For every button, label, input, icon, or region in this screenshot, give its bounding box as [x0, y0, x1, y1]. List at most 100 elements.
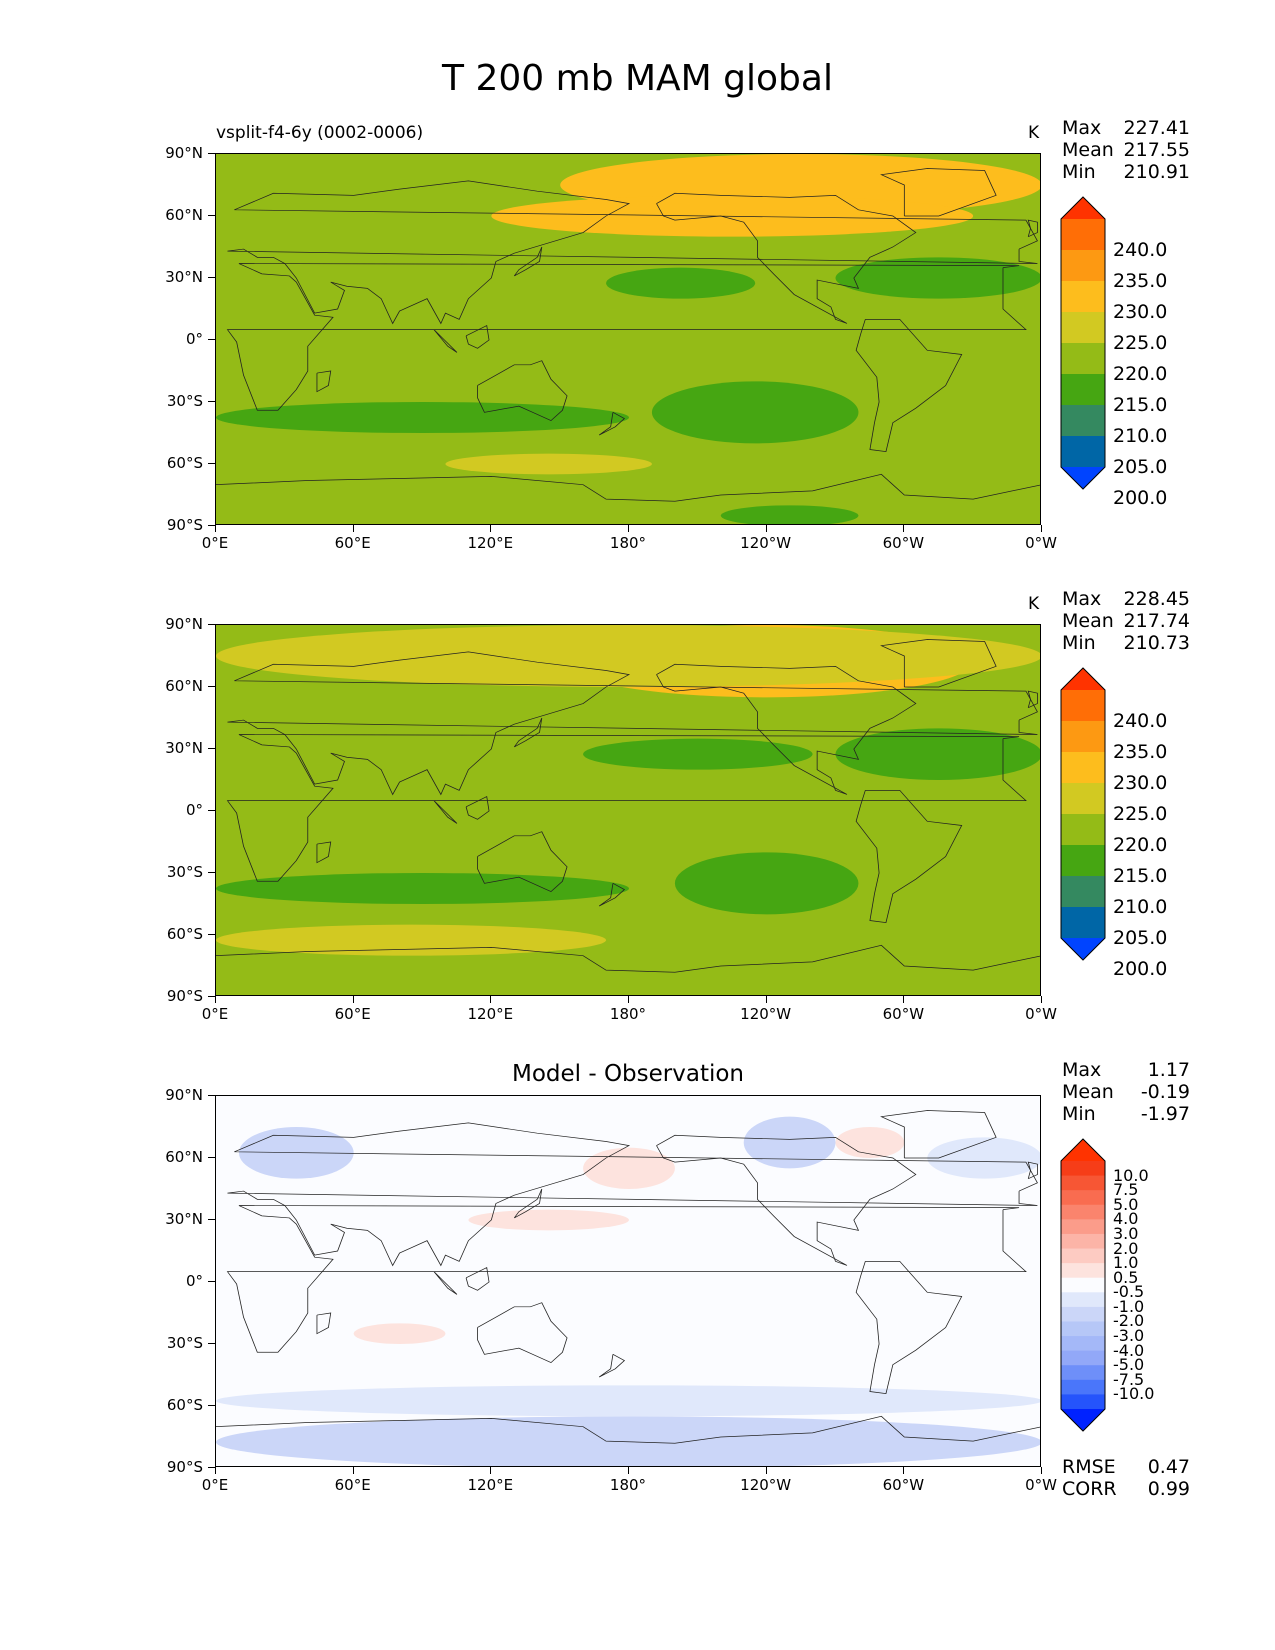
x-tick-label: 180°	[609, 534, 647, 552]
y-tick-label: 0°	[185, 1272, 203, 1290]
coastline	[433, 1271, 458, 1295]
stat-value: 210.91	[1123, 161, 1190, 183]
colorbar-bin	[1061, 907, 1105, 939]
x-tick	[628, 1467, 629, 1474]
x-tick-label: 60°W	[882, 1005, 925, 1023]
x-tick	[903, 1467, 905, 1474]
colorbar-label: 7.5	[1113, 1180, 1139, 1200]
x-tick	[352, 996, 354, 1003]
y-tick-label: 30°S	[166, 863, 203, 881]
y-tick-label: 30°N	[165, 739, 203, 757]
metric-row-inner: RMSE 0.47	[1062, 1456, 1190, 1478]
colorbar-bin	[1061, 1277, 1105, 1293]
x-tick-label: 60°E	[334, 1476, 371, 1494]
colorbar-extend-bottom	[1061, 1409, 1105, 1431]
colorbar-bin	[1061, 1204, 1105, 1220]
field-region	[743, 1116, 836, 1169]
colorbar-bin	[1061, 343, 1105, 375]
x-tick-label: 0°W	[1025, 1005, 1057, 1023]
coastline	[216, 1415, 1040, 1444]
metric-value: 0.47	[1147, 1456, 1190, 1478]
y-tick	[208, 401, 215, 402]
colorbar-bin	[1061, 690, 1105, 722]
colorbar-label: 2.0	[1113, 1238, 1139, 1258]
x-tick	[1041, 525, 1042, 532]
x-tick	[352, 525, 354, 532]
x-tick-label: 0°W	[1025, 1476, 1057, 1494]
x-tick	[215, 1467, 216, 1474]
y-tick-label: 0°	[185, 330, 203, 348]
colorbar-label: 205.0	[1113, 456, 1168, 478]
colorbar-bin	[1061, 876, 1105, 908]
colorbar-extend-top	[1061, 197, 1105, 219]
colorbar-label: 240.0	[1113, 710, 1168, 732]
map-plot-area[interactable]	[215, 624, 1041, 996]
x-tick	[490, 525, 492, 532]
colorbar-label: -1.0	[1113, 1296, 1145, 1316]
field-region	[216, 924, 607, 956]
colorbar-bin	[1061, 1219, 1105, 1235]
colorbar-bin	[1061, 1321, 1105, 1337]
map-plot-area[interactable]	[215, 1095, 1041, 1467]
colorbar-label: 240.0	[1113, 239, 1168, 261]
coastline	[656, 192, 917, 324]
coastline	[880, 168, 997, 217]
map-plot-area[interactable]	[215, 153, 1041, 525]
x-tick	[903, 525, 905, 532]
y-tick-label: 90°N	[165, 615, 203, 633]
coastline	[227, 651, 1038, 796]
y-tick	[208, 1405, 215, 1406]
coastline	[465, 1266, 490, 1291]
colorbar-label: 0.5	[1113, 1267, 1139, 1287]
colorbar-bin	[1061, 814, 1105, 846]
colorbar-label: -0.5	[1113, 1282, 1145, 1302]
coastline	[880, 639, 997, 688]
y-tick	[208, 463, 215, 464]
coastline	[316, 841, 332, 864]
x-tick	[215, 996, 216, 1003]
stat-row: Mean 217.55	[1062, 139, 1190, 161]
coastline	[477, 1302, 568, 1364]
y-tick	[208, 1343, 215, 1344]
colorbar-bin	[1061, 1175, 1105, 1191]
field-region	[216, 1385, 1040, 1417]
stats-box: Max 227.41 Mean 217.55 Min 210.91	[1062, 117, 1190, 183]
stat-name: Mean	[1062, 1081, 1114, 1103]
y-tick	[208, 996, 215, 997]
y-tick	[208, 748, 215, 749]
stat-row: Max 228.45	[1062, 588, 1190, 610]
colorbar-bin	[1061, 1306, 1105, 1322]
x-tick	[765, 996, 767, 1003]
coastline	[598, 412, 626, 436]
coastline	[316, 1312, 332, 1335]
coastline	[1027, 690, 1038, 708]
colorbar-bin	[1061, 1365, 1105, 1381]
y-tick-label: 60°N	[165, 677, 203, 695]
coastline	[226, 1205, 1027, 1353]
field-region	[445, 453, 652, 475]
y-tick-label: 30°S	[166, 392, 203, 410]
coastline	[1027, 1161, 1038, 1179]
y-tick	[208, 810, 215, 811]
colorbar-outline	[1060, 667, 1106, 961]
x-tick	[490, 1467, 492, 1474]
stat-value: 1.17	[1147, 1059, 1190, 1081]
colorbar-label: 210.0	[1113, 425, 1168, 447]
x-tick	[352, 1467, 354, 1474]
coastline	[855, 1260, 963, 1395]
colorbar-label: 205.0	[1113, 927, 1168, 949]
units-label: K	[1028, 594, 1040, 614]
y-tick-label: 60°S	[166, 1396, 203, 1414]
coastline	[227, 180, 1038, 325]
field-region	[216, 873, 629, 904]
coastline	[598, 883, 626, 907]
y-tick-label: 0°	[185, 801, 203, 819]
coastline	[513, 246, 543, 277]
colorbar	[1060, 1138, 1106, 1436]
coastline	[656, 1134, 917, 1266]
colorbar-label: 3.0	[1113, 1223, 1139, 1243]
y-tick-label: 90°S	[166, 516, 203, 534]
x-tick-label: 120°E	[467, 1476, 514, 1494]
x-tick	[903, 996, 905, 1003]
colorbar-bin	[1061, 1248, 1105, 1264]
